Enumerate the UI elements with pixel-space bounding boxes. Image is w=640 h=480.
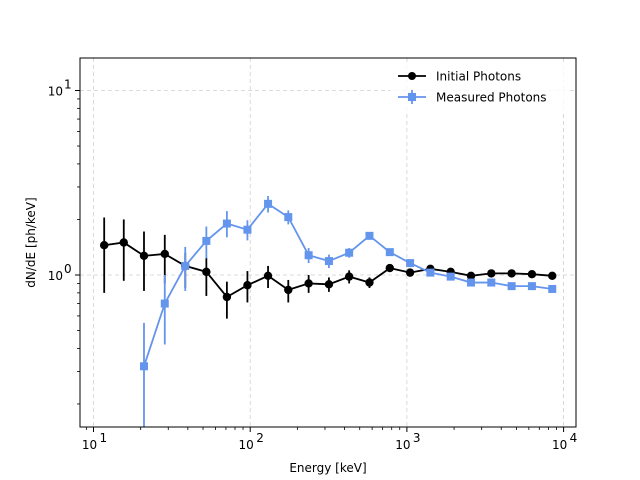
- x-axis-label: Energy [keV]: [289, 461, 366, 475]
- x-tick-label: 10: [239, 438, 254, 452]
- data-point: [243, 225, 252, 234]
- data-point: [263, 271, 273, 280]
- legend-marker-initial: [408, 72, 416, 80]
- data-point: [385, 248, 394, 257]
- data-point: [222, 292, 232, 302]
- axes: 10 1 10 2 10 3 10 410 010 1: [48, 77, 578, 452]
- x-tick-exponent: 1: [100, 431, 108, 445]
- data-point: [405, 268, 415, 277]
- x-tick-exponent: 2: [256, 431, 264, 445]
- data-point: [487, 269, 496, 278]
- data-point: [222, 219, 231, 228]
- data-point: [139, 251, 149, 261]
- y-tick-label: 10: [48, 269, 63, 283]
- data-point: [139, 362, 148, 371]
- x-tick-label: 10: [552, 438, 567, 452]
- data-point: [243, 281, 252, 290]
- legend-box: [390, 63, 570, 111]
- y-axis-label: dN/dE [ph/keV]: [24, 197, 38, 287]
- data-point: [548, 284, 557, 293]
- data-point: [284, 213, 293, 222]
- legend-label-measured: Measured Photons: [436, 91, 547, 105]
- y-tick-exponent: 0: [64, 262, 72, 276]
- y-tick-exponent: 1: [64, 77, 72, 91]
- data-point: [160, 299, 169, 308]
- data-point: [304, 279, 313, 288]
- data-point: [324, 280, 334, 289]
- x-tick-label: 10: [82, 438, 97, 452]
- legend-item-measured: Measured Photons: [398, 90, 547, 105]
- data-point: [119, 238, 128, 247]
- data-point: [365, 231, 374, 240]
- data-point: [160, 249, 169, 259]
- data-point: [385, 263, 395, 273]
- data-point: [202, 236, 211, 245]
- series-measured-photons: [139, 195, 557, 427]
- data-point: [527, 282, 536, 291]
- data-point: [548, 271, 557, 280]
- data-point: [446, 272, 455, 281]
- legend-label-initial: Initial Photons: [436, 70, 521, 84]
- data-point: [527, 269, 537, 279]
- data-point: [487, 278, 496, 287]
- data-point: [466, 271, 476, 280]
- data-point: [304, 251, 313, 260]
- legend-item-initial: Initial Photons: [398, 70, 521, 84]
- data-point: [264, 199, 273, 208]
- x-tick-exponent: 4: [570, 431, 578, 445]
- y-tick-label: 10: [48, 84, 63, 98]
- x-tick-label: 10: [395, 438, 410, 452]
- data-point: [202, 267, 211, 277]
- data-point: [181, 261, 190, 270]
- plot-frame: [79, 57, 577, 428]
- data-point: [344, 272, 354, 281]
- data-point: [426, 268, 435, 277]
- data-point: [324, 257, 333, 266]
- data-point: [284, 285, 293, 295]
- data-point: [99, 241, 109, 250]
- x-tick-exponent: 3: [413, 431, 421, 445]
- data-point: [406, 259, 415, 268]
- data-point: [345, 248, 354, 257]
- data-point: [507, 269, 516, 278]
- data-point: [365, 278, 374, 287]
- legend: Initial Photons Measured Photons: [390, 63, 570, 111]
- data-point: [466, 278, 475, 287]
- legend-marker-measured: [408, 93, 416, 101]
- series-layer: [99, 195, 557, 427]
- data-point: [507, 282, 516, 291]
